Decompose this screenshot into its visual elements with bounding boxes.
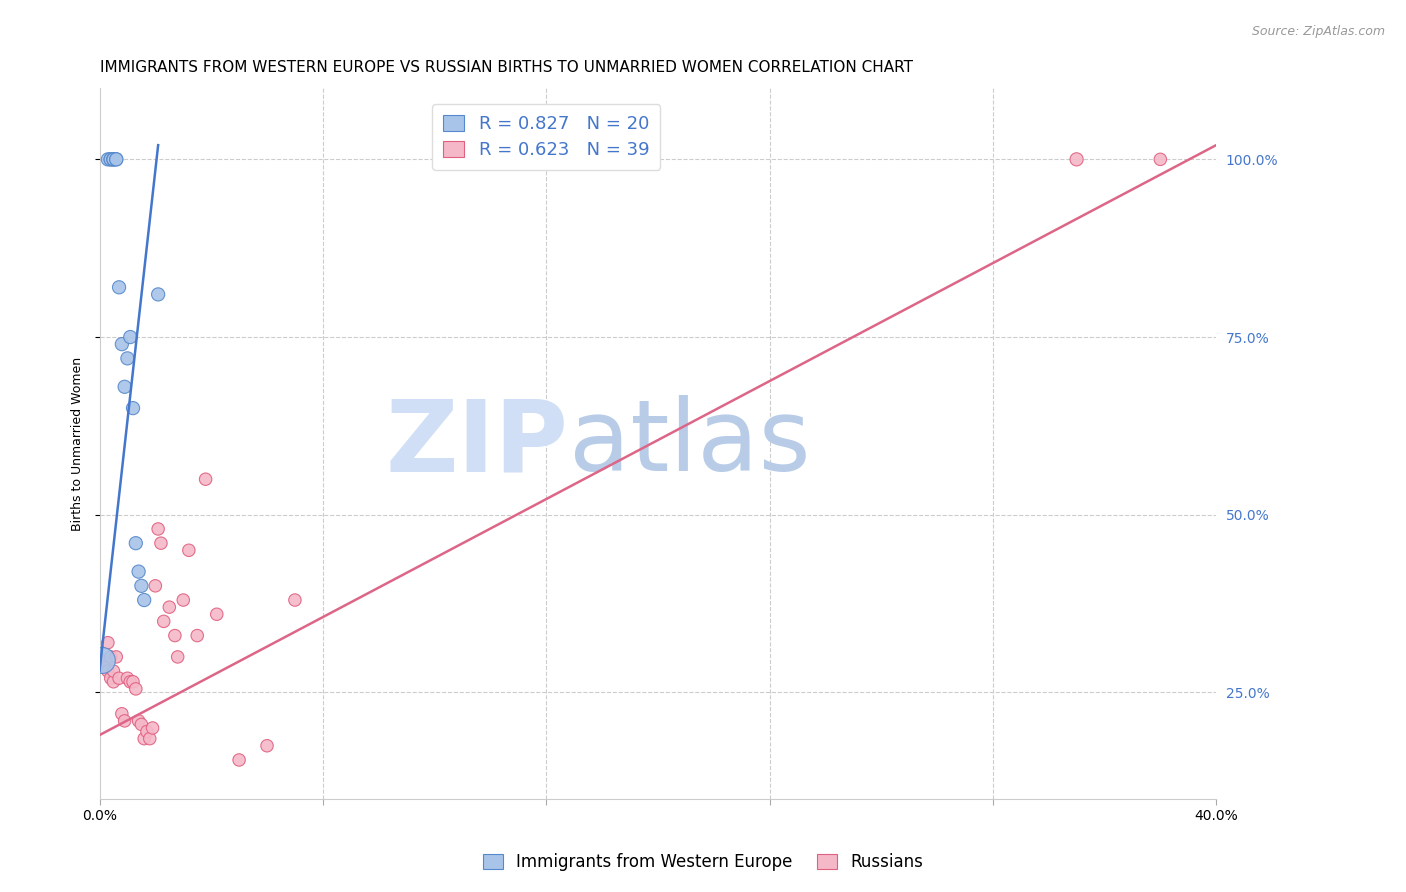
Point [284, 593, 307, 607]
Point [131, 579, 153, 593]
Legend: Immigrants from Western Europe, Russians: Immigrants from Western Europe, Russians [474, 845, 932, 880]
Point [103, 153, 125, 167]
Text: atlas: atlas [568, 395, 810, 492]
Point [166, 649, 188, 664]
Point [105, 153, 128, 167]
Point [120, 330, 142, 344]
Point [131, 717, 153, 731]
Point [194, 472, 217, 486]
Point [100, 649, 122, 664]
Point [97, 664, 120, 678]
Point [128, 565, 150, 579]
Text: IMMIGRANTS FROM WESTERN EUROPE VS RUSSIAN BIRTHS TO UNMARRIED WOMEN CORRELATION : IMMIGRANTS FROM WESTERN EUROPE VS RUSSIA… [100, 60, 912, 75]
Point [128, 714, 150, 728]
Point [100, 153, 122, 167]
Point [105, 649, 128, 664]
Point [103, 674, 125, 689]
Point [172, 593, 194, 607]
Point [205, 607, 228, 622]
Point [103, 664, 125, 678]
Y-axis label: Births to Unmarried Women: Births to Unmarried Women [72, 357, 84, 531]
Point [134, 593, 156, 607]
Point [97, 636, 120, 650]
Point [105, 153, 128, 167]
Point [142, 721, 165, 735]
Point [152, 615, 174, 629]
Point [91, 653, 114, 667]
Point [157, 600, 180, 615]
Point [139, 731, 162, 746]
Point [149, 536, 172, 550]
Point [120, 674, 142, 689]
Point [91, 653, 114, 667]
Point [111, 337, 134, 351]
Point [97, 153, 120, 167]
Text: Source: ZipAtlas.com: Source: ZipAtlas.com [1251, 25, 1385, 38]
Point [111, 706, 134, 721]
Point [186, 629, 208, 643]
Point [103, 153, 125, 167]
Legend: R = 0.827   N = 20, R = 0.623   N = 39: R = 0.827 N = 20, R = 0.623 N = 39 [432, 104, 661, 169]
Point [1066, 153, 1088, 167]
Point [117, 351, 139, 366]
Point [146, 287, 169, 301]
Point [1149, 153, 1171, 167]
Point [108, 280, 131, 294]
Point [100, 153, 122, 167]
Point [100, 671, 122, 685]
Point [108, 671, 131, 685]
Point [122, 401, 145, 416]
Point [114, 714, 136, 728]
Point [136, 724, 159, 739]
Point [228, 753, 250, 767]
Point [134, 731, 156, 746]
Point [143, 579, 166, 593]
Point [163, 629, 186, 643]
Point [256, 739, 278, 753]
Point [177, 543, 200, 558]
Point [103, 153, 125, 167]
Point [146, 522, 169, 536]
Point [117, 671, 139, 685]
Point [125, 681, 148, 696]
Point [122, 674, 145, 689]
Point [114, 380, 136, 394]
Text: ZIP: ZIP [385, 395, 568, 492]
Point [125, 536, 148, 550]
Point [94, 660, 117, 674]
